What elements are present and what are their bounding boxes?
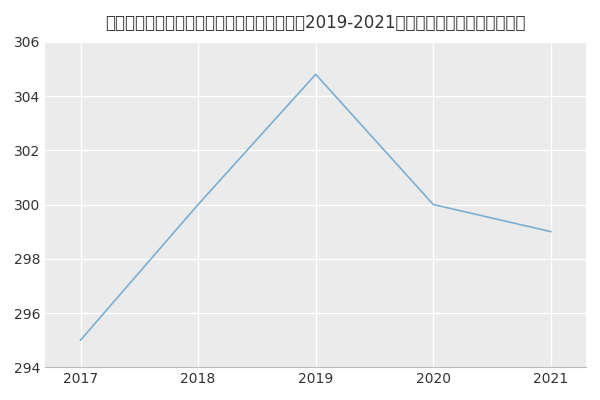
Title: 内蒙古医科大学中医临床医学院中医内科学（2019-2021历年复试）研究生录取分数线: 内蒙古医科大学中医临床医学院中医内科学（2019-2021历年复试）研究生录取分… xyxy=(106,14,526,32)
